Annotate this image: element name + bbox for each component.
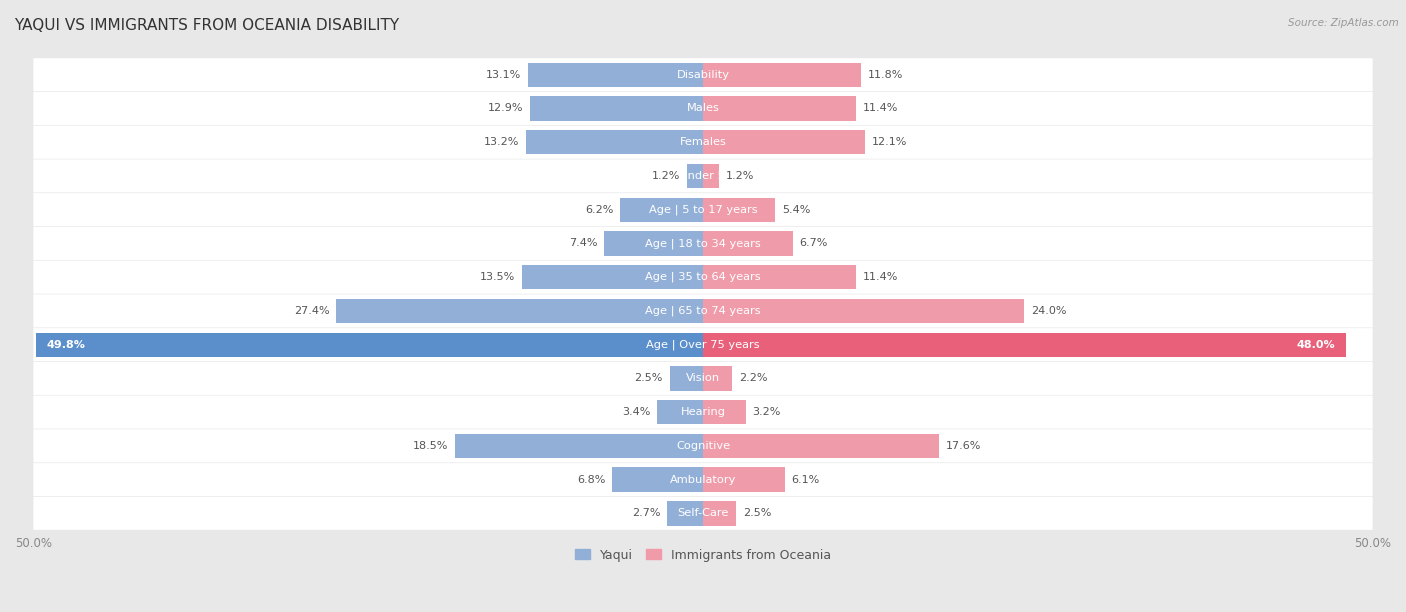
Bar xyxy=(669,366,703,390)
Text: 18.5%: 18.5% xyxy=(413,441,449,451)
Bar xyxy=(456,434,703,458)
Text: 3.4%: 3.4% xyxy=(623,407,651,417)
Text: Vision: Vision xyxy=(686,373,720,383)
Text: 5.4%: 5.4% xyxy=(782,204,810,215)
FancyBboxPatch shape xyxy=(34,227,1372,260)
Bar xyxy=(703,501,737,526)
Bar xyxy=(620,198,703,222)
Text: 2.2%: 2.2% xyxy=(740,373,768,383)
Text: Cognitive: Cognitive xyxy=(676,441,730,451)
Text: 27.4%: 27.4% xyxy=(294,306,329,316)
Text: 12.1%: 12.1% xyxy=(872,137,907,147)
Bar xyxy=(658,400,703,424)
Bar xyxy=(703,265,856,289)
FancyBboxPatch shape xyxy=(34,362,1372,395)
FancyBboxPatch shape xyxy=(34,92,1372,125)
Text: 13.2%: 13.2% xyxy=(484,137,520,147)
Text: Source: ZipAtlas.com: Source: ZipAtlas.com xyxy=(1288,18,1399,28)
Text: 11.4%: 11.4% xyxy=(862,103,897,113)
Text: Age | 65 to 74 years: Age | 65 to 74 years xyxy=(645,305,761,316)
Bar xyxy=(703,62,860,87)
Text: 12.9%: 12.9% xyxy=(488,103,523,113)
Bar xyxy=(605,231,703,256)
Legend: Yaqui, Immigrants from Oceania: Yaqui, Immigrants from Oceania xyxy=(571,543,835,567)
FancyBboxPatch shape xyxy=(34,159,1372,192)
Text: 2.5%: 2.5% xyxy=(744,509,772,518)
Text: 17.6%: 17.6% xyxy=(945,441,981,451)
Bar xyxy=(703,130,865,154)
Text: 1.2%: 1.2% xyxy=(725,171,754,181)
Bar xyxy=(703,434,939,458)
Text: 6.1%: 6.1% xyxy=(792,475,820,485)
FancyBboxPatch shape xyxy=(34,125,1372,159)
Bar xyxy=(522,265,703,289)
Bar xyxy=(703,231,793,256)
Bar xyxy=(336,299,703,323)
Text: 11.4%: 11.4% xyxy=(862,272,897,282)
Text: Males: Males xyxy=(686,103,720,113)
Text: 48.0%: 48.0% xyxy=(1296,340,1336,349)
Text: 3.2%: 3.2% xyxy=(752,407,780,417)
Text: 2.5%: 2.5% xyxy=(634,373,662,383)
Text: 1.2%: 1.2% xyxy=(652,171,681,181)
Bar xyxy=(527,62,703,87)
Text: Ambulatory: Ambulatory xyxy=(669,475,737,485)
Text: Hearing: Hearing xyxy=(681,407,725,417)
Text: 6.2%: 6.2% xyxy=(585,204,613,215)
Bar xyxy=(37,332,703,357)
Bar xyxy=(703,198,775,222)
Text: 11.8%: 11.8% xyxy=(868,70,903,80)
Text: Age | Under 5 years: Age | Under 5 years xyxy=(647,171,759,181)
Text: 2.7%: 2.7% xyxy=(631,509,661,518)
FancyBboxPatch shape xyxy=(34,430,1372,463)
FancyBboxPatch shape xyxy=(34,193,1372,226)
Text: Age | Over 75 years: Age | Over 75 years xyxy=(647,340,759,350)
Bar xyxy=(703,332,1346,357)
FancyBboxPatch shape xyxy=(34,294,1372,327)
FancyBboxPatch shape xyxy=(34,328,1372,361)
FancyBboxPatch shape xyxy=(34,58,1372,91)
Text: 6.7%: 6.7% xyxy=(800,239,828,248)
Text: Self-Care: Self-Care xyxy=(678,509,728,518)
Text: Age | 18 to 34 years: Age | 18 to 34 years xyxy=(645,238,761,248)
Bar xyxy=(703,299,1025,323)
Bar xyxy=(703,96,856,121)
Text: 49.8%: 49.8% xyxy=(46,340,86,349)
Text: 24.0%: 24.0% xyxy=(1031,306,1067,316)
Text: Females: Females xyxy=(679,137,727,147)
Text: 13.1%: 13.1% xyxy=(485,70,520,80)
Bar xyxy=(526,130,703,154)
FancyBboxPatch shape xyxy=(34,497,1372,530)
Bar xyxy=(703,164,718,188)
Text: Disability: Disability xyxy=(676,70,730,80)
Bar xyxy=(688,164,703,188)
Bar xyxy=(703,366,733,390)
Text: Age | 35 to 64 years: Age | 35 to 64 years xyxy=(645,272,761,282)
Text: Age | 5 to 17 years: Age | 5 to 17 years xyxy=(648,204,758,215)
FancyBboxPatch shape xyxy=(34,261,1372,294)
Bar xyxy=(703,468,785,492)
Text: 6.8%: 6.8% xyxy=(576,475,605,485)
Text: 13.5%: 13.5% xyxy=(481,272,516,282)
Text: YAQUI VS IMMIGRANTS FROM OCEANIA DISABILITY: YAQUI VS IMMIGRANTS FROM OCEANIA DISABIL… xyxy=(14,18,399,34)
Bar xyxy=(612,468,703,492)
Text: 7.4%: 7.4% xyxy=(568,239,598,248)
Bar xyxy=(703,400,745,424)
FancyBboxPatch shape xyxy=(34,463,1372,496)
Bar xyxy=(530,96,703,121)
Bar xyxy=(666,501,703,526)
FancyBboxPatch shape xyxy=(34,395,1372,428)
